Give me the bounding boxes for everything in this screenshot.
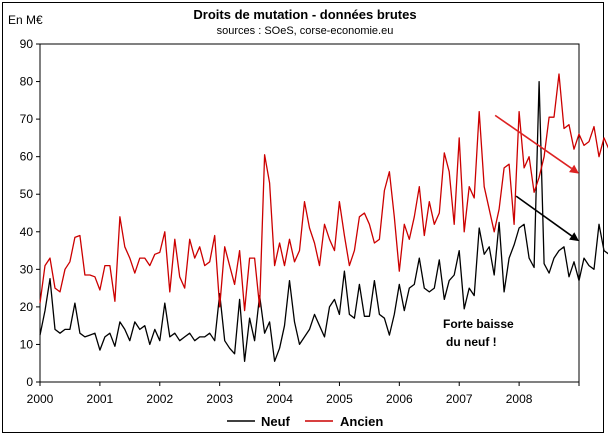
x-tick-label: 2001 bbox=[87, 392, 114, 406]
chart-title: Droits de mutation - données brutes bbox=[193, 7, 416, 22]
annotation: Forte baisse du neuf ! bbox=[443, 317, 514, 349]
trend-arrowhead-ancien bbox=[569, 164, 579, 174]
trend-arrowhead-neuf bbox=[569, 232, 579, 242]
y-tick-label: 40 bbox=[20, 225, 34, 239]
x-tick-label: 2000 bbox=[27, 392, 54, 406]
series-layer bbox=[39, 73, 608, 362]
x-axis: 2000 2001 2002 2003 2004 2005 2006 2007 2008 bbox=[27, 382, 580, 406]
trend-arrow-neuf bbox=[515, 195, 573, 237]
y-tick-label: 80 bbox=[20, 75, 34, 89]
y-tick-label: 90 bbox=[20, 37, 34, 51]
legend: Neuf Ancien bbox=[227, 414, 383, 429]
y-tick-label: 30 bbox=[20, 262, 34, 276]
x-tick-label: 2007 bbox=[446, 392, 473, 406]
legend-label-ancien: Ancien bbox=[340, 414, 383, 429]
y-tick-label: 50 bbox=[20, 187, 34, 201]
series-line-ancien bbox=[39, 73, 608, 312]
x-tick-label: 2003 bbox=[206, 392, 233, 406]
x-tick-label: 2008 bbox=[506, 392, 533, 406]
x-tick-label: 2002 bbox=[146, 392, 173, 406]
x-tick-label: 2006 bbox=[386, 392, 413, 406]
series-line-neuf bbox=[39, 80, 608, 362]
legend-label-neuf: Neuf bbox=[261, 414, 291, 429]
x-tick-label: 2005 bbox=[326, 392, 353, 406]
annotation-line-1: Forte baisse bbox=[443, 317, 514, 331]
chart-subtitle: sources : SOeS, corse-economie.eu bbox=[217, 25, 394, 37]
y-tick-label: 0 bbox=[26, 375, 33, 389]
y-unit-label: En M€ bbox=[8, 13, 43, 27]
trend-arrows bbox=[494, 114, 579, 242]
y-tick-label: 20 bbox=[20, 300, 34, 314]
x-tick-label: 2004 bbox=[266, 392, 293, 406]
annotation-line-2: du neuf ! bbox=[446, 335, 497, 349]
y-axis: 0 10 20 30 40 50 60 70 80 90 bbox=[20, 37, 40, 389]
y-tick-label: 70 bbox=[20, 112, 34, 126]
plot-area bbox=[39, 43, 580, 383]
trend-arrow-ancien bbox=[494, 114, 573, 170]
plot-border bbox=[39, 43, 580, 383]
y-tick-label: 60 bbox=[20, 150, 34, 164]
y-tick-label: 10 bbox=[20, 337, 34, 351]
